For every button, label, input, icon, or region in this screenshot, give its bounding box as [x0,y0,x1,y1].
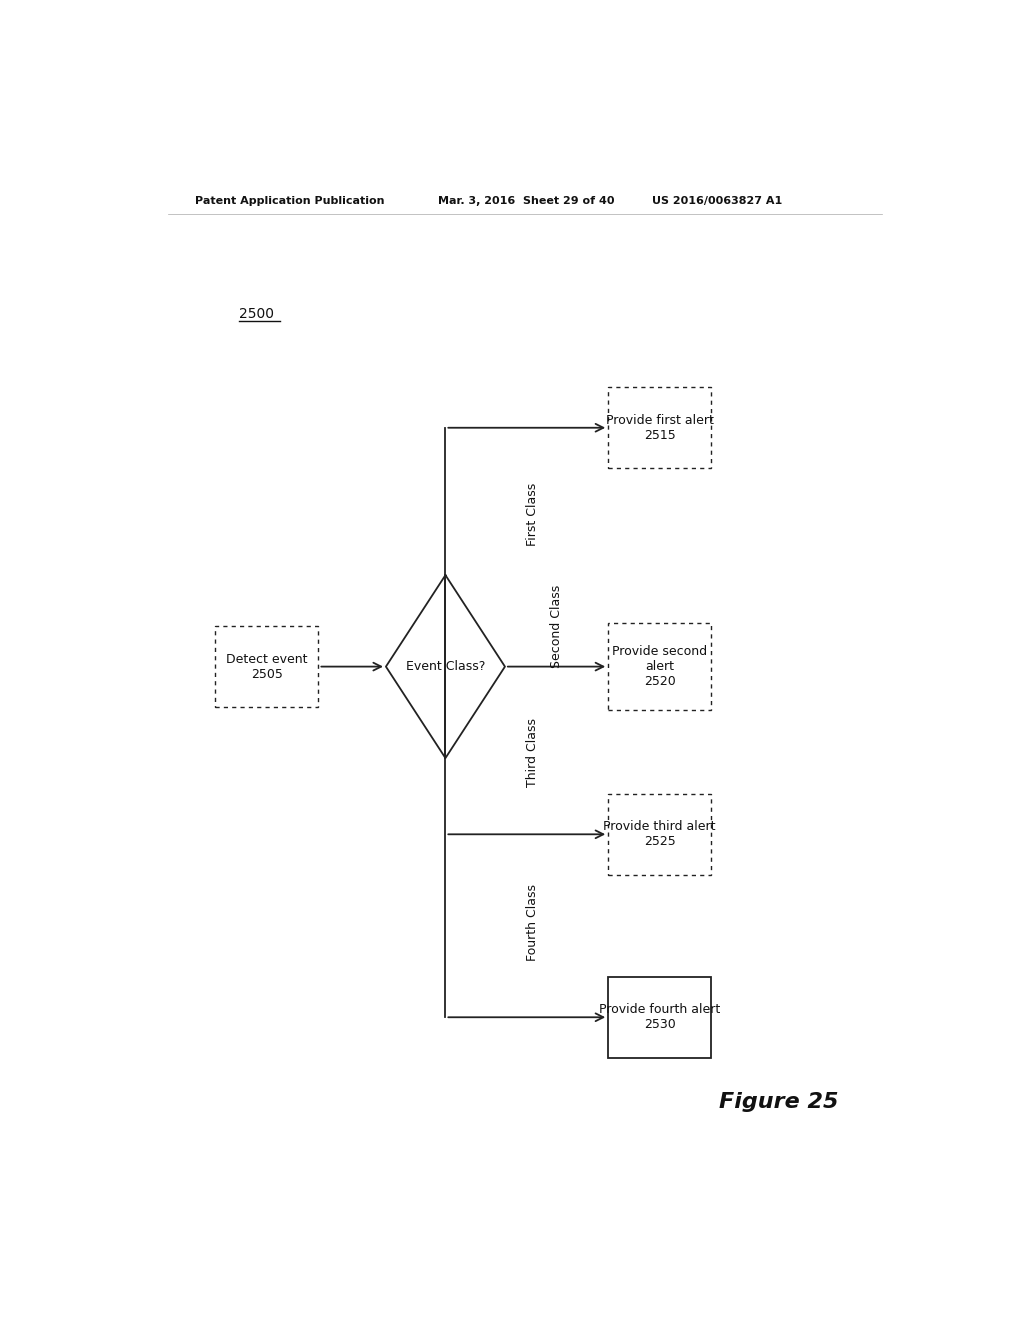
FancyBboxPatch shape [608,623,712,710]
Text: Third Class: Third Class [526,718,540,788]
Text: First Class: First Class [526,483,540,545]
Text: Provide third alert
2525: Provide third alert 2525 [603,820,716,849]
FancyBboxPatch shape [608,793,712,875]
Text: Event Class?: Event Class? [406,660,485,673]
Text: 2500: 2500 [240,308,274,321]
Text: Mar. 3, 2016  Sheet 29 of 40: Mar. 3, 2016 Sheet 29 of 40 [437,197,614,206]
FancyBboxPatch shape [608,977,712,1057]
Text: Detect event
2505: Detect event 2505 [226,652,307,681]
Text: US 2016/0063827 A1: US 2016/0063827 A1 [652,197,782,206]
Text: Provide fourth alert
2530: Provide fourth alert 2530 [599,1003,720,1031]
Text: Figure 25: Figure 25 [719,1092,839,1111]
FancyBboxPatch shape [215,626,318,708]
Text: Fourth Class: Fourth Class [526,884,540,961]
FancyBboxPatch shape [608,387,712,469]
Text: Second Class: Second Class [550,585,563,668]
Text: Patent Application Publication: Patent Application Publication [196,197,385,206]
Text: Provide first alert
2515: Provide first alert 2515 [606,413,714,442]
Text: Provide second
alert
2520: Provide second alert 2520 [612,645,708,688]
Polygon shape [386,576,505,758]
